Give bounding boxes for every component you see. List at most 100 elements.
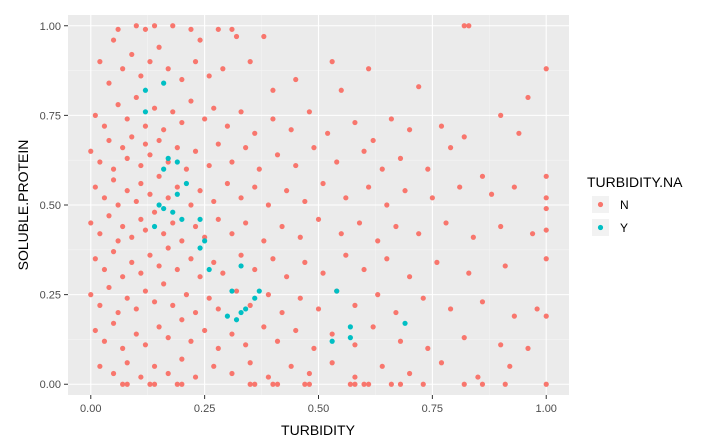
data-point-y	[202, 238, 208, 244]
data-point-n	[97, 231, 103, 237]
data-point-n	[543, 195, 549, 201]
data-point-n	[192, 59, 199, 65]
data-point-y	[206, 266, 212, 273]
data-point-n	[192, 374, 199, 380]
y-axis-title: SOLUBLE.PROTEIN	[15, 140, 31, 271]
data-point-n	[543, 256, 549, 262]
data-point-n	[151, 209, 158, 215]
data-point-n	[261, 238, 267, 244]
data-point-n	[343, 252, 349, 258]
data-point-n	[156, 44, 162, 50]
data-point-n	[101, 266, 108, 273]
data-point-n	[110, 166, 117, 172]
data-point-y	[183, 180, 190, 187]
data-point-n	[375, 238, 381, 244]
data-point-n	[243, 342, 249, 348]
data-point-n	[247, 381, 253, 387]
data-point-n	[498, 223, 504, 230]
data-point-n	[384, 202, 390, 208]
data-point-n	[306, 109, 312, 115]
data-point-y	[142, 109, 149, 115]
data-point-n	[161, 281, 167, 287]
data-point-n	[406, 274, 413, 280]
data-point-n	[151, 105, 158, 111]
data-point-n	[120, 381, 126, 387]
data-point-n	[120, 274, 126, 280]
data-point-n	[279, 309, 285, 316]
data-point-n	[238, 252, 244, 258]
data-point-n	[311, 345, 317, 351]
data-point-n	[247, 59, 253, 65]
data-point-n	[247, 360, 253, 366]
data-point-n	[197, 188, 203, 194]
data-point-n	[124, 116, 130, 122]
data-point-n	[115, 26, 121, 32]
data-point-y	[347, 324, 353, 330]
data-point-n	[384, 256, 390, 262]
data-point-n	[461, 23, 467, 29]
data-point-n	[215, 345, 221, 351]
y-tick-label: 0.75	[40, 110, 61, 122]
data-point-n	[147, 381, 153, 387]
data-point-n	[106, 80, 112, 86]
data-point-n	[447, 145, 454, 151]
legend-key-y	[597, 224, 604, 231]
data-point-n	[183, 292, 190, 298]
data-point-n	[325, 130, 331, 136]
data-point-n	[179, 356, 185, 362]
data-point-n	[252, 381, 258, 387]
data-point-n	[338, 87, 344, 93]
data-point-n	[151, 299, 158, 305]
data-point-n	[302, 259, 308, 265]
data-point-n	[101, 123, 108, 129]
data-point-n	[215, 26, 221, 32]
data-point-n	[516, 130, 522, 136]
data-point-n	[397, 381, 404, 387]
data-point-n	[106, 137, 112, 144]
data-point-n	[343, 195, 349, 201]
data-point-n	[243, 220, 249, 226]
data-point-n	[202, 234, 208, 240]
data-point-n	[179, 238, 185, 244]
data-point-n	[138, 73, 144, 79]
data-point-n	[293, 327, 299, 334]
data-point-n	[110, 37, 117, 43]
data-point-n	[479, 173, 486, 179]
data-point-n	[347, 381, 353, 387]
data-point-n	[88, 148, 94, 154]
data-point-n	[274, 381, 281, 387]
data-point-n	[88, 292, 94, 298]
data-point-n	[165, 66, 171, 72]
data-point-n	[229, 231, 235, 237]
data-point-n	[457, 184, 463, 190]
data-point-n	[133, 198, 139, 205]
data-point-n	[370, 324, 376, 330]
y-tick-label: 0.00	[40, 379, 61, 391]
data-point-n	[229, 26, 235, 32]
data-point-n	[215, 141, 221, 147]
legend-key-n	[597, 201, 604, 208]
data-point-n	[138, 374, 144, 380]
data-point-y	[238, 263, 244, 269]
data-point-n	[115, 238, 121, 244]
data-point-n	[315, 306, 322, 312]
data-point-n	[438, 123, 445, 129]
data-point-n	[352, 381, 358, 387]
data-point-n	[202, 116, 208, 122]
data-point-n	[138, 216, 144, 222]
data-point-n	[220, 66, 226, 72]
data-point-n	[179, 381, 185, 387]
data-point-n	[202, 327, 208, 334]
data-point-n	[543, 205, 549, 212]
data-point-n	[270, 87, 276, 93]
x-tick-label: 0.00	[80, 403, 101, 415]
data-point-n	[361, 266, 367, 273]
data-point-n	[97, 159, 103, 165]
data-point-n	[543, 313, 549, 319]
data-point-n	[284, 274, 290, 280]
data-point-n	[434, 259, 440, 265]
data-point-n	[115, 309, 121, 316]
data-point-n	[215, 306, 221, 312]
x-tick-label: 1.00	[536, 403, 557, 415]
data-point-n	[170, 23, 176, 29]
